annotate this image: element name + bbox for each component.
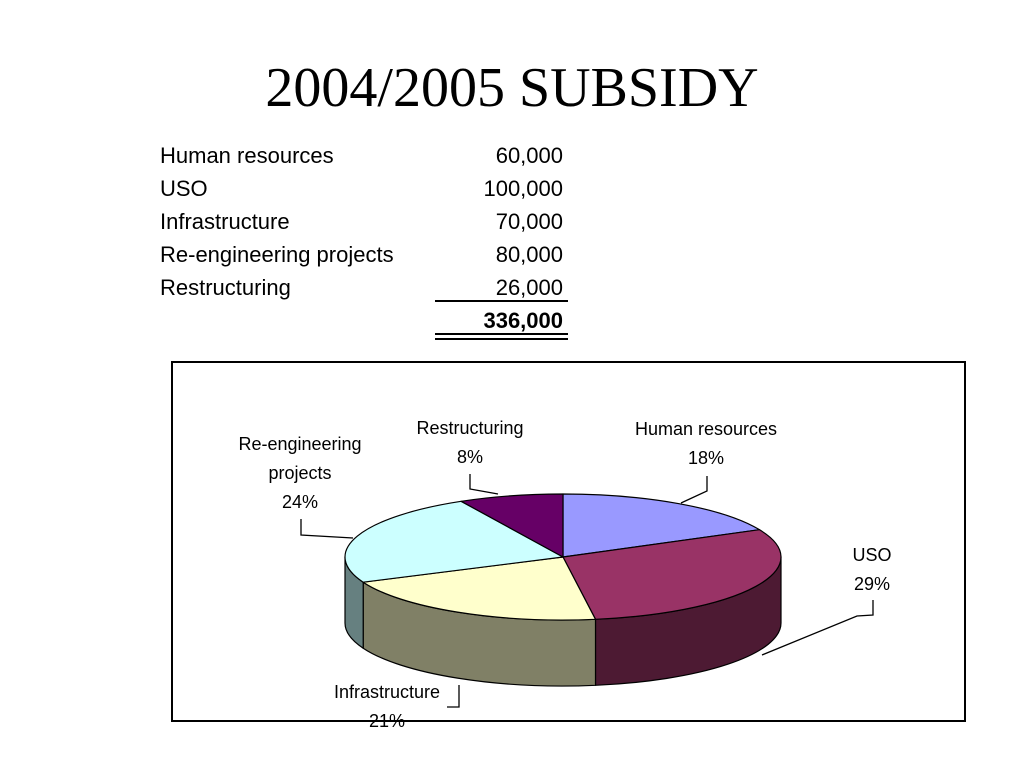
row-value: 26,000 — [495, 275, 563, 300]
leader-line-human-resources — [680, 476, 708, 504]
pie-tops — [344, 493, 782, 621]
leader-line-infrastructure — [447, 685, 460, 708]
data-label-percent: 8% — [456, 447, 483, 467]
row-label: Restructuring — [160, 275, 291, 300]
row-label: Human resources — [160, 143, 334, 168]
pie-sides — [344, 556, 782, 687]
row-value: 60,000 — [495, 143, 563, 168]
slide-title: 2004/2005 SUBSIDY — [265, 57, 759, 119]
pie-slice-re-engineering-projects — [344, 500, 564, 583]
pie-slice-uso — [562, 529, 782, 620]
leader-line-re-engineering-projects — [300, 519, 354, 539]
leader-lines — [300, 474, 874, 708]
table-row: Restructuring 26,000 — [160, 271, 563, 304]
row-label: USO — [160, 176, 208, 201]
total-double-rule-bottom — [435, 338, 568, 340]
row-label: Re-engineering projects — [160, 242, 394, 267]
data-label-re-engineering-projects: Re-engineering projects 24% — [225, 430, 375, 517]
pie-slice-infrastructure — [362, 556, 597, 621]
table-row: Infrastructure 70,000 — [160, 205, 563, 238]
row-value: 80,000 — [495, 242, 563, 267]
data-label-percent: 24% — [281, 492, 319, 512]
table-row: Human resources 60,000 — [160, 139, 563, 172]
data-label-restructuring: Restructuring 8% — [400, 414, 540, 472]
pie-slice-restructuring — [460, 493, 564, 558]
data-label-category: Restructuring — [416, 418, 524, 438]
data-label-category: Human resources — [634, 419, 778, 439]
table-total-row: 336,000 — [160, 304, 563, 337]
row-value: 70,000 — [495, 209, 563, 234]
row-value: 100,000 — [483, 176, 563, 201]
data-label-category: USO — [852, 545, 892, 565]
pie-slice-human-resources — [562, 493, 761, 558]
table-row: USO 100,000 — [160, 172, 563, 205]
data-label-uso: USO 29% — [832, 541, 912, 599]
chart-frame — [171, 361, 966, 722]
leader-line-restructuring — [469, 474, 499, 495]
leader-line-uso — [761, 600, 874, 656]
table-row: Re-engineering projects 80,000 — [160, 238, 563, 271]
data-label-category: Re-engineering projects — [238, 434, 362, 483]
data-label-percent: 21% — [368, 711, 406, 731]
data-label-category: Infrastructure — [333, 682, 441, 702]
data-label-percent: 18% — [687, 448, 725, 468]
data-label-percent: 29% — [853, 574, 891, 594]
total-value: 336,000 — [483, 308, 563, 333]
data-label-human-resources: Human resources 18% — [606, 415, 806, 473]
data-label-infrastructure: Infrastructure 21% — [307, 678, 467, 736]
total-double-rule-top — [435, 333, 568, 335]
subtotal-rule — [435, 300, 568, 302]
row-label: Infrastructure — [160, 209, 290, 234]
